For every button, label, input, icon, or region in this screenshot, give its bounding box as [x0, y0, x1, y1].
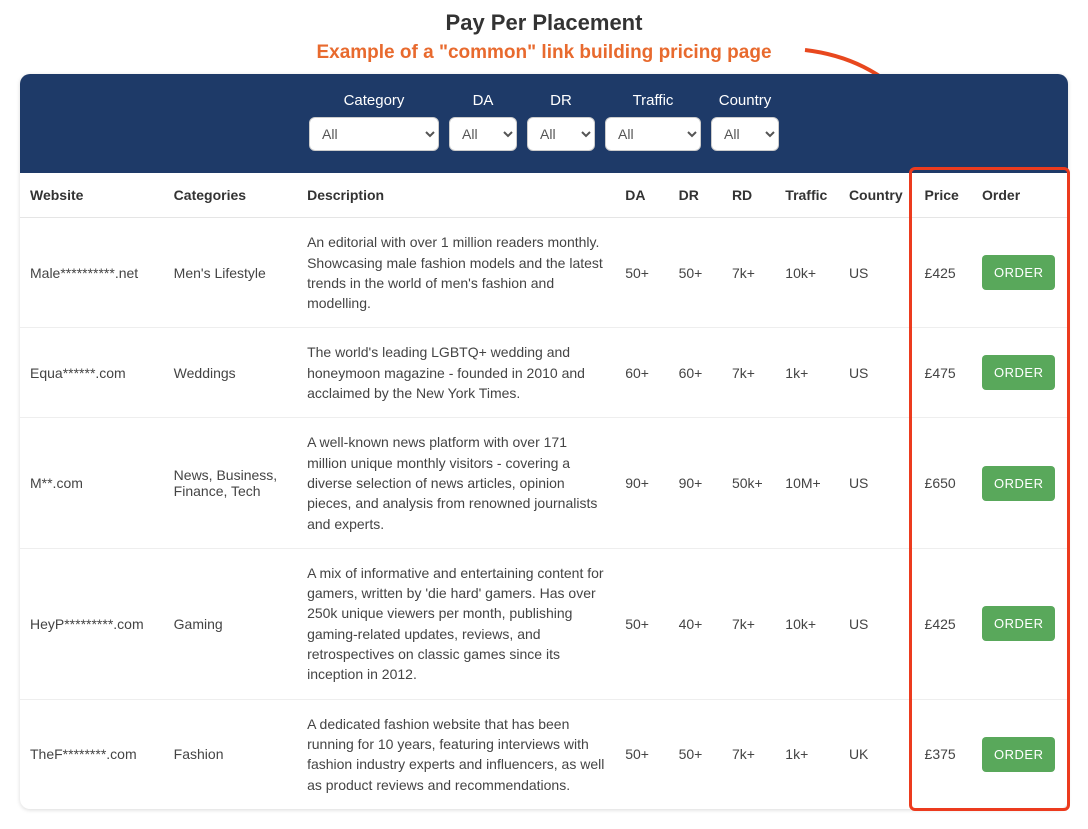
cell-categories: Fashion	[164, 699, 297, 809]
cell-description: A well-known news platform with over 171…	[297, 418, 615, 548]
cell-traffic: 10M+	[775, 418, 839, 548]
cell-country: US	[839, 418, 915, 548]
filter-select-country[interactable]: All	[711, 117, 779, 151]
cell-traffic: 10k+	[775, 218, 839, 328]
filter-label: DR	[550, 92, 572, 109]
page-subtitle: Example of a "common" link building pric…	[20, 42, 1068, 64]
order-button[interactable]: ORDER	[982, 737, 1055, 772]
column-header: Traffic	[775, 173, 839, 218]
filter-bar: Category All DA All DR All Traffic All Country Al…	[20, 74, 1068, 173]
cell-dr: 50+	[669, 218, 722, 328]
cell-da: 60+	[615, 328, 668, 418]
filter-select-traffic[interactable]: All	[605, 117, 701, 151]
column-header: Price	[915, 173, 972, 218]
order-button[interactable]: ORDER	[982, 466, 1055, 501]
cell-traffic: 1k+	[775, 699, 839, 809]
cell-rd: 7k+	[722, 218, 775, 328]
cell-description: A mix of informative and entertaining co…	[297, 548, 615, 699]
filter-label: Category	[344, 92, 405, 109]
cell-order: ORDER	[972, 699, 1068, 809]
filter-da: DA All	[449, 92, 517, 151]
table-row: M**.comNews, Business, Finance, TechA we…	[20, 418, 1068, 548]
cell-country: US	[839, 548, 915, 699]
cell-rd: 7k+	[722, 699, 775, 809]
filter-label: Country	[719, 92, 772, 109]
table-body: Male**********.netMen's LifestyleAn edit…	[20, 218, 1068, 809]
order-button[interactable]: ORDER	[982, 255, 1055, 290]
cell-country: UK	[839, 699, 915, 809]
filter-select-category[interactable]: All	[309, 117, 439, 151]
cell-categories: News, Business, Finance, Tech	[164, 418, 297, 548]
cell-categories: Men's Lifestyle	[164, 218, 297, 328]
cell-website: M**.com	[20, 418, 164, 548]
cell-country: US	[839, 328, 915, 418]
column-header: DR	[669, 173, 722, 218]
pricing-panel: Category All DA All DR All Traffic All Country Al…	[20, 74, 1068, 809]
filter-dr: DR All	[527, 92, 595, 151]
filter-select-dr[interactable]: All	[527, 117, 595, 151]
page-title: Pay Per Placement	[20, 10, 1068, 36]
column-header: Categories	[164, 173, 297, 218]
filter-select-da[interactable]: All	[449, 117, 517, 151]
cell-website: Male**********.net	[20, 218, 164, 328]
cell-dr: 50+	[669, 699, 722, 809]
cell-description: An editorial with over 1 million readers…	[297, 218, 615, 328]
table-row: Equa******.comWeddingsThe world's leadin…	[20, 328, 1068, 418]
order-button[interactable]: ORDER	[982, 355, 1055, 390]
cell-da: 90+	[615, 418, 668, 548]
cell-da: 50+	[615, 548, 668, 699]
column-header: Country	[839, 173, 915, 218]
cell-price: £375	[915, 699, 972, 809]
cell-dr: 40+	[669, 548, 722, 699]
column-header: RD	[722, 173, 775, 218]
cell-dr: 90+	[669, 418, 722, 548]
cell-traffic: 10k+	[775, 548, 839, 699]
cell-website: Equa******.com	[20, 328, 164, 418]
cell-price: £650	[915, 418, 972, 548]
cell-traffic: 1k+	[775, 328, 839, 418]
cell-website: TheF********.com	[20, 699, 164, 809]
column-header: Description	[297, 173, 615, 218]
table-header-row: WebsiteCategoriesDescriptionDADRRDTraffi…	[20, 173, 1068, 218]
cell-da: 50+	[615, 699, 668, 809]
cell-order: ORDER	[972, 548, 1068, 699]
cell-price: £425	[915, 218, 972, 328]
table-row: TheF********.comFashionA dedicated fashi…	[20, 699, 1068, 809]
cell-country: US	[839, 218, 915, 328]
cell-order: ORDER	[972, 418, 1068, 548]
table-row: Male**********.netMen's LifestyleAn edit…	[20, 218, 1068, 328]
cell-rd: 7k+	[722, 548, 775, 699]
cell-dr: 60+	[669, 328, 722, 418]
cell-description: A dedicated fashion website that has bee…	[297, 699, 615, 809]
table-row: HeyP*********.comGamingA mix of informat…	[20, 548, 1068, 699]
column-header: DA	[615, 173, 668, 218]
cell-categories: Weddings	[164, 328, 297, 418]
filter-category: Category All	[309, 92, 439, 151]
filter-label: DA	[473, 92, 494, 109]
column-header: Website	[20, 173, 164, 218]
order-button[interactable]: ORDER	[982, 606, 1055, 641]
cell-rd: 50k+	[722, 418, 775, 548]
cell-order: ORDER	[972, 328, 1068, 418]
cell-da: 50+	[615, 218, 668, 328]
cell-order: ORDER	[972, 218, 1068, 328]
cell-price: £425	[915, 548, 972, 699]
cell-description: The world's leading LGBTQ+ wedding and h…	[297, 328, 615, 418]
filter-label: Traffic	[633, 92, 674, 109]
cell-categories: Gaming	[164, 548, 297, 699]
cell-price: £475	[915, 328, 972, 418]
filter-country: Country All	[711, 92, 779, 151]
cell-rd: 7k+	[722, 328, 775, 418]
column-header: Order	[972, 173, 1068, 218]
cell-website: HeyP*********.com	[20, 548, 164, 699]
pricing-table: WebsiteCategoriesDescriptionDADRRDTraffi…	[20, 173, 1068, 809]
filter-traffic: Traffic All	[605, 92, 701, 151]
